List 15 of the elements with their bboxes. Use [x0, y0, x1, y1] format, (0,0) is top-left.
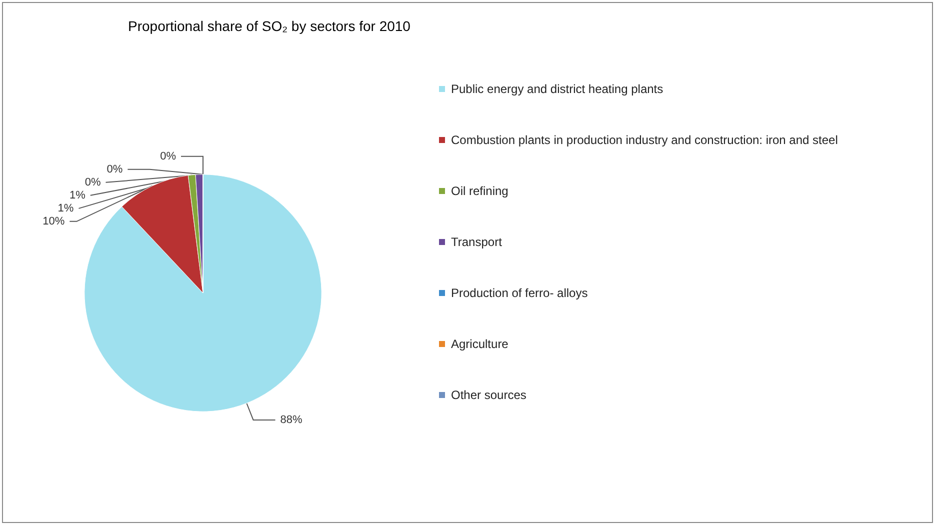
legend-label: Combustion plants in production industry and construction: iron and steel	[451, 133, 838, 147]
legend-label: Oil refining	[451, 184, 508, 198]
legend-label: Transport	[451, 235, 503, 249]
legend-label: Production of ferro- alloys	[451, 286, 588, 300]
data-label: 1%	[58, 202, 74, 214]
data-label: 88%	[280, 414, 303, 426]
data-label: 1%	[69, 189, 86, 202]
legend-label: Agriculture	[451, 337, 509, 351]
text: 0%	[84, 176, 101, 188]
text: 0%	[160, 150, 176, 162]
data-label: 10%	[42, 215, 65, 228]
legend-label: Other sources	[451, 388, 526, 402]
chart-title: Proportional share of SO₂ by sectors for 2010	[128, 18, 411, 34]
legend-label: Public energy and district heating plants	[451, 82, 664, 96]
text: 0%	[106, 163, 123, 176]
